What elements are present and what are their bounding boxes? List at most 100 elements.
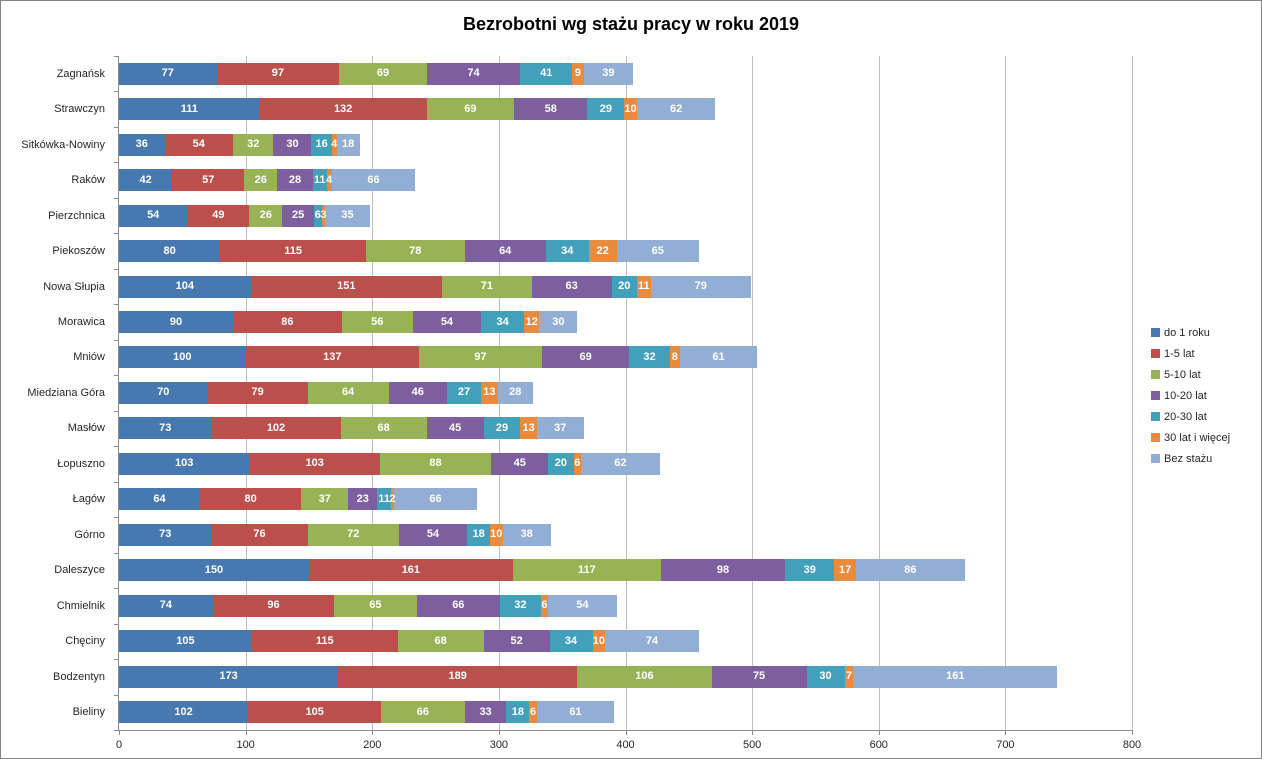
bar-row: 54 49 26 25 6 3 35 [119, 198, 1132, 233]
plot-area: 77 97 69 74 41 9 39 111 132 69 58 29 10 62 36 54 32 30 16 4… [114, 56, 1133, 731]
bar-segment-series5: 11 [636, 275, 651, 298]
x-tick-label: 600 [869, 739, 888, 751]
bar-value-label: 68 [434, 634, 447, 647]
bar-segment-series2: 106 [577, 665, 712, 688]
bar-value-label: 86 [904, 563, 917, 576]
bar-segment-series5: 13 [520, 417, 537, 440]
legend-swatch [1151, 391, 1160, 400]
bar-segment-series3: 45 [426, 417, 484, 440]
stacked-bar: 42 57 26 28 11 4 66 [119, 169, 1132, 192]
y-axis-line [118, 56, 119, 730]
bar-value-label: 96 [267, 599, 280, 612]
bar-segment-series5: 10 [592, 630, 606, 653]
bar-value-label: 6 [529, 705, 537, 718]
bar-value-label: 62 [669, 102, 683, 115]
legend-swatch [1151, 370, 1160, 379]
bar-value-label: 39 [803, 563, 816, 576]
bar-segment-series0: 102 [119, 701, 249, 724]
bar-segment-series3: 98 [660, 559, 786, 582]
bar-segment-series0: 111 [119, 98, 260, 121]
bar-segment-series2: 69 [426, 98, 515, 121]
bar-value-label: 150 [204, 563, 224, 576]
bar-segment-series3: 23 [348, 488, 378, 511]
bar-segment-series1: 86 [232, 311, 342, 334]
bar-value-label: 45 [513, 457, 526, 470]
bar-segment-series6: 79 [650, 275, 751, 298]
bar-value-label: 18 [342, 138, 355, 151]
stacked-bar: 74 96 65 66 32 6 54 [119, 594, 1132, 617]
legend-item: do 1 roku [1151, 322, 1230, 343]
stacked-bar: 100 137 97 69 32 8 61 [119, 346, 1132, 369]
bar-value-label: 3 [320, 209, 327, 222]
bar-segment-series0: 54 [119, 204, 188, 227]
bar-segment-series1: 54 [164, 133, 233, 156]
bar-value-label: 28 [288, 173, 302, 186]
bar-value-label: 105 [176, 634, 195, 647]
bar-value-label: 70 [157, 386, 170, 399]
y-axis-tick [114, 481, 118, 483]
bar-value-label: 18 [511, 705, 524, 718]
bar-value-label: 69 [376, 67, 390, 80]
bar-value-label: 100 [173, 350, 192, 363]
y-axis-tick [114, 91, 118, 93]
bar-segment-series4: 27 [446, 381, 482, 404]
bar-segment-series3: 74 [426, 62, 521, 85]
bar-segment-series0: 74 [119, 594, 213, 617]
bar-segment-series0: 105 [119, 630, 252, 653]
bar-value-label: 17 [839, 563, 852, 576]
x-axis: 0 100 200 300 400 500 600 700 800 [116, 730, 1141, 756]
bar-segment-series2: 64 [307, 381, 389, 404]
bar-segment-series1: 137 [245, 346, 420, 369]
category-label: Raków [71, 174, 105, 187]
y-axis-tick [114, 126, 118, 128]
bar-segment-series1: 189 [338, 665, 578, 688]
legend-swatch [1151, 433, 1160, 442]
bar-value-label: 66 [416, 705, 430, 718]
bar-segment-series6: 39 [583, 62, 634, 85]
bar-segment-series5: 9 [572, 62, 584, 85]
stacked-bar: 80 115 78 64 34 22 65 [119, 240, 1132, 263]
bar-segment-series1: 102 [211, 417, 341, 440]
bar-segment-series4: 39 [785, 559, 835, 582]
bar-value-label: 66 [429, 492, 442, 505]
x-tick-label: 500 [742, 739, 762, 751]
bar-value-label: 65 [369, 599, 382, 612]
gridline [752, 56, 754, 730]
bar-value-label: 49 [212, 209, 225, 222]
bar-value-label: 61 [712, 350, 725, 363]
bar-value-label: 23 [356, 492, 369, 505]
bar-value-label: 97 [474, 350, 487, 363]
bar-value-label: 22 [596, 244, 609, 257]
x-axis-tick [752, 730, 754, 735]
bar-segment-series1: 103 [249, 452, 380, 475]
bar-value-label: 137 [323, 350, 342, 363]
bar-segment-series3: 75 [711, 665, 807, 688]
y-axis-tick [114, 56, 118, 57]
x-tick-label: 300 [489, 739, 509, 751]
bar-segment-series6: 74 [605, 630, 699, 653]
bar-value-label: 88 [429, 457, 442, 470]
legend-item: 30 lat i więcej [1151, 427, 1230, 448]
bar-value-label: 11 [378, 492, 391, 505]
bar-segment-series5: 7 [844, 665, 854, 688]
y-axis-tick [114, 410, 118, 412]
bar-value-label: 111 [180, 102, 198, 115]
stacked-bar: 173 189 106 75 30 7 161 [119, 665, 1132, 688]
bar-segment-series1: 96 [212, 594, 335, 617]
x-tick-label: 100 [236, 739, 255, 751]
bar-row: 100 137 97 69 32 8 61 [119, 340, 1132, 375]
category-label: Piekoszów [52, 245, 105, 258]
bar-row: 111 132 69 58 29 10 62 [119, 91, 1132, 126]
bar-segment-series5: 4 [326, 169, 332, 192]
category-label: Sitkówka-Nowiny [21, 138, 105, 151]
bar-segment-series6: 61 [679, 346, 758, 369]
y-axis-tick [114, 588, 118, 590]
bar-row: 102 105 66 33 18 6 61 [119, 694, 1132, 729]
bar-row: 80 115 78 64 34 22 65 [119, 233, 1132, 268]
bar-value-label: 58 [544, 102, 557, 115]
stacked-bar: 54 49 26 25 6 3 35 [119, 204, 1132, 227]
bar-value-label: 57 [202, 173, 215, 186]
x-axis-tick [1005, 730, 1007, 735]
bar-segment-series4: 18 [467, 523, 490, 546]
bar-segment-series2: 66 [381, 701, 465, 724]
